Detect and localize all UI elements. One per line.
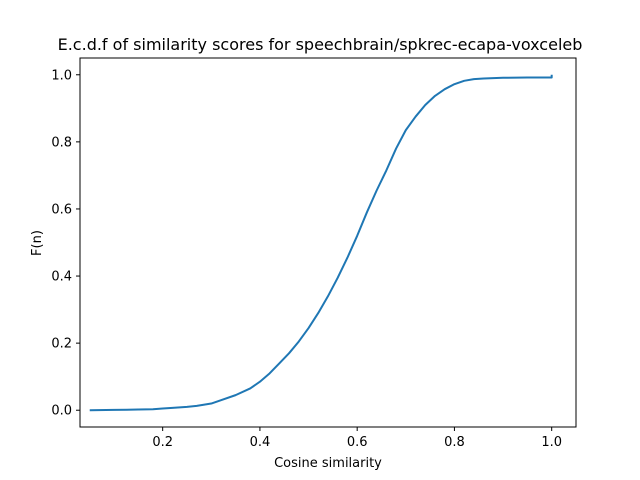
y-axis: 0.0 0.2 0.4 0.6 0.8 1.0: [51, 68, 80, 419]
plot-frame: [79, 57, 577, 428]
x-tick-label: 0.6: [347, 435, 368, 450]
y-tick-label: 0.4: [51, 270, 72, 285]
y-tick-label: 0.0: [51, 404, 72, 419]
y-tick-label: 1.0: [51, 68, 72, 83]
y-axis-label: F(n): [30, 230, 45, 256]
x-tick-label: 0.8: [444, 435, 465, 450]
y-tick-label: 0.2: [51, 337, 72, 352]
ecdf-line: [89, 74, 553, 412]
x-tick-label: 0.4: [250, 435, 271, 450]
y-tick-label: 0.6: [51, 202, 72, 217]
y-tick-label: 0.8: [51, 135, 72, 150]
x-axis-label: Cosine similarity: [274, 456, 382, 471]
x-tick-label: 1.0: [541, 435, 562, 450]
chart-title: E.c.d.f of similarity scores for speechb…: [58, 35, 583, 54]
x-axis: 0.2 0.4 0.6 0.8 1.0: [152, 427, 562, 450]
x-tick-label: 0.2: [152, 435, 173, 450]
